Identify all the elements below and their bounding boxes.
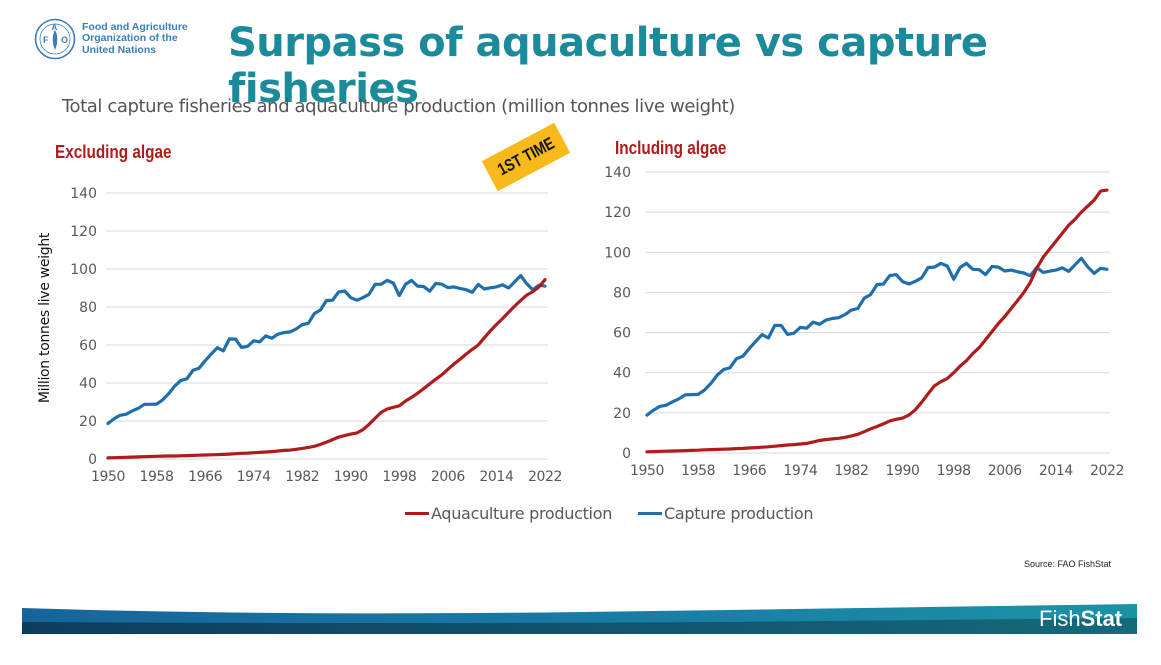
x-tick-label: 2014 [1039, 463, 1074, 479]
x-tick-label: 2006 [431, 469, 466, 485]
footer-wave-banner [22, 604, 1137, 634]
x-tick-label: 1982 [834, 463, 868, 479]
aquaculture-series-line [645, 188, 1109, 454]
organization-name: Food and Agriculture Organization of the… [82, 20, 188, 57]
legend-label: Capture production [664, 504, 814, 523]
y-tick-label: 20 [613, 406, 631, 422]
svg-text:O: O [61, 35, 68, 45]
aquaculture-series-line [106, 278, 547, 460]
page-subtitle: Total capture fisheries and aquaculture … [62, 96, 735, 117]
x-tick-label: 1974 [783, 463, 818, 479]
x-tick-label: 1950 [630, 463, 664, 479]
y-tick-label: 60 [613, 326, 631, 342]
source-note: Source: FAO FishStat [1024, 559, 1112, 569]
y-tick-label: 140 [70, 186, 97, 202]
x-tick-label: 1958 [681, 463, 715, 479]
x-tick-label: 1982 [285, 469, 319, 485]
x-tick-label: 2006 [988, 463, 1023, 479]
x-tick-label: 1966 [188, 469, 223, 485]
y-tick-label: 80 [79, 300, 97, 316]
y-tick-label: 60 [79, 338, 97, 354]
capture-series-line [106, 274, 547, 426]
brand-bold: Stat [1080, 606, 1123, 631]
x-tick-label: 2022 [1090, 463, 1124, 479]
y-tick-label: 0 [88, 452, 97, 468]
y-tick-label: 40 [79, 376, 97, 392]
chart-excluding-algae: 0 20 40 60 80 100 120 140 1950 1958 1966 1974 1982 19… [70, 186, 562, 485]
legend-swatch-capture [638, 512, 663, 515]
y-tick-label: 120 [70, 224, 97, 240]
x-tick-label: 1990 [334, 469, 368, 485]
panel-label-excluding-algae: Excluding algae [55, 142, 172, 162]
x-tick-label: 2022 [528, 469, 562, 485]
x-tick-label: 2014 [479, 469, 514, 485]
y-tick-label: 40 [613, 366, 631, 382]
y-tick-label: 20 [79, 414, 97, 430]
org-name-line: Food and Agriculture [82, 20, 188, 33]
x-tick-label: 1958 [140, 469, 174, 485]
brand-light: Fish [1039, 606, 1081, 631]
legend-item-aquaculture: Aquaculture production [405, 504, 612, 523]
panel-label-including-algae: Including algae [615, 138, 727, 158]
chart-including-algae: 0 20 40 60 80 100 120 140 1950 1958 1966 1974 1982 19… [604, 165, 1124, 479]
svg-text:A: A [52, 23, 58, 32]
y-tick-label: 0 [622, 446, 631, 462]
y-tick-label: 100 [604, 245, 631, 261]
x-tick-label: 1990 [886, 463, 920, 479]
x-tick-label: 1966 [732, 463, 767, 479]
svg-text:F: F [43, 35, 49, 45]
y-tick-label: 140 [604, 165, 631, 181]
fishstat-brand: FishStat [1039, 606, 1122, 632]
x-tick-label: 1974 [237, 469, 272, 485]
x-tick-label: 1998 [937, 463, 971, 479]
y-tick-label: 120 [604, 205, 631, 221]
capture-series-line [645, 256, 1109, 417]
org-name-line: United Nations [82, 43, 157, 56]
fao-logo: F A O Food and Agriculture Organization … [34, 18, 188, 60]
legend-item-capture: Capture production [638, 504, 814, 523]
y-tick-label: 100 [70, 262, 97, 278]
legend-label: Aquaculture production [431, 504, 613, 523]
y-tick-label: 80 [613, 285, 631, 301]
x-tick-label: 1950 [91, 469, 125, 485]
page-title: Surpass of aquaculture vs capture fisher… [228, 20, 988, 112]
y-axis-label: Million tonnes live weight [37, 232, 53, 403]
org-name-line: Organization of the [82, 32, 178, 45]
chart-legend: Aquaculture production Capture productio… [405, 504, 839, 523]
fao-emblem-icon: F A O [34, 18, 76, 60]
legend-swatch-aquaculture [405, 512, 429, 515]
x-tick-label: 1998 [382, 469, 416, 485]
